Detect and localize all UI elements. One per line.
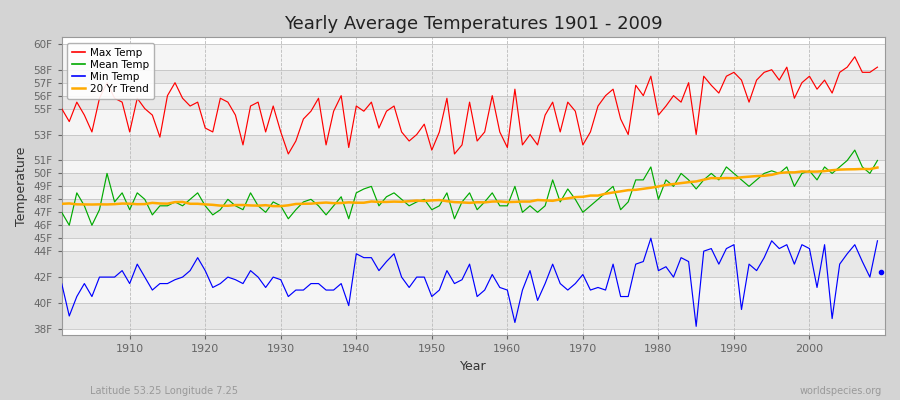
Y-axis label: Temperature: Temperature [15, 147, 28, 226]
Bar [62, 238, 885, 251]
Bar [62, 160, 885, 174]
Bar [62, 277, 885, 303]
X-axis label: Year: Year [460, 360, 487, 373]
Bar [62, 109, 885, 134]
Bar [62, 134, 885, 160]
Bar [62, 83, 885, 96]
Bar [62, 212, 885, 225]
Text: worldspecies.org: worldspecies.org [800, 386, 882, 396]
Title: Yearly Average Temperatures 1901 - 2009: Yearly Average Temperatures 1901 - 2009 [284, 15, 662, 33]
Bar [62, 225, 885, 238]
Bar [62, 251, 885, 277]
Legend: Max Temp, Mean Temp, Min Temp, 20 Yr Trend: Max Temp, Mean Temp, Min Temp, 20 Yr Tre… [67, 42, 154, 99]
Bar [62, 44, 885, 70]
Bar [62, 96, 885, 109]
Bar [62, 186, 885, 199]
Text: Latitude 53.25 Longitude 7.25: Latitude 53.25 Longitude 7.25 [90, 386, 238, 396]
Bar [62, 199, 885, 212]
Bar [62, 174, 885, 186]
Bar [62, 303, 885, 329]
Bar [62, 70, 885, 83]
